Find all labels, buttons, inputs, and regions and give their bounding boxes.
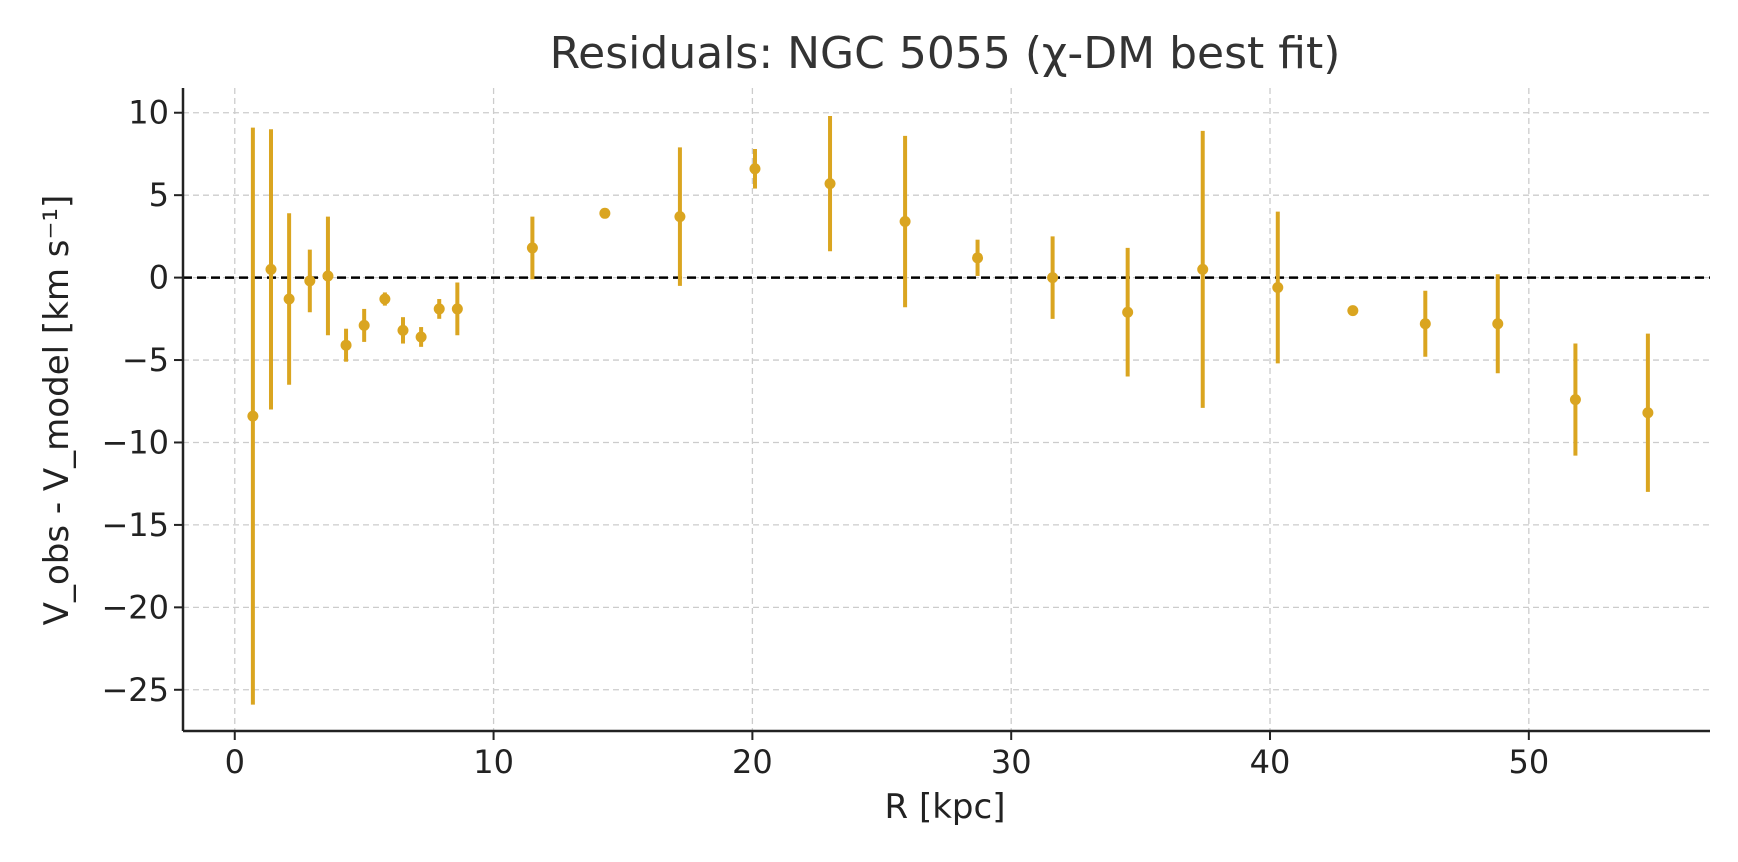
data-point <box>358 319 370 331</box>
x-tick-label: 30 <box>991 743 1032 781</box>
data-point <box>599 207 611 219</box>
data-point <box>1642 407 1654 419</box>
data-point <box>379 293 391 305</box>
data-point <box>340 339 352 351</box>
grid-layer <box>183 88 1710 731</box>
x-tick-label: 20 <box>732 743 773 781</box>
x-tick-label: 50 <box>1508 743 1549 781</box>
y-tick-label: −25 <box>101 671 169 709</box>
data-point <box>415 331 427 343</box>
y-tick-label: −20 <box>101 588 169 626</box>
data-point <box>397 324 409 336</box>
data-point <box>322 270 334 282</box>
data-point <box>674 211 686 223</box>
data-point <box>1197 263 1209 275</box>
data-point <box>1419 318 1431 330</box>
data-point <box>1492 318 1504 330</box>
data-point <box>1122 306 1134 318</box>
data-point <box>1047 272 1059 284</box>
y-tick-label: −10 <box>101 423 169 461</box>
chart-title: Residuals: NGC 5055 (χ-DM best fit) <box>550 28 1341 79</box>
data-point <box>899 216 911 228</box>
data-point <box>283 293 295 305</box>
y-tick-label: −5 <box>122 341 169 379</box>
y-tick-label: 10 <box>128 94 169 132</box>
data-point <box>451 303 463 315</box>
y-tick-label: 5 <box>149 176 169 214</box>
data-point <box>972 252 984 264</box>
x-tick-label: 10 <box>473 743 514 781</box>
data-point <box>304 275 316 287</box>
data-point <box>247 410 259 422</box>
data-point <box>265 263 277 275</box>
x-tick-label: 40 <box>1250 743 1291 781</box>
y-axis-label: V_obs - V_model [km s⁻¹] <box>37 195 77 626</box>
axes-layer <box>181 88 1710 733</box>
data-point <box>526 242 538 254</box>
x-axis-label: R [kpc] <box>885 787 1006 827</box>
data-point <box>1569 394 1581 406</box>
data-point <box>824 178 836 190</box>
points-layer <box>247 116 1654 705</box>
data-point <box>1347 305 1359 317</box>
data-point <box>749 163 761 175</box>
y-tick-label: −15 <box>101 506 169 544</box>
x-tick-label: 0 <box>225 743 245 781</box>
data-point <box>433 303 445 315</box>
y-tick-label: 0 <box>149 259 169 297</box>
data-point <box>1272 281 1284 293</box>
